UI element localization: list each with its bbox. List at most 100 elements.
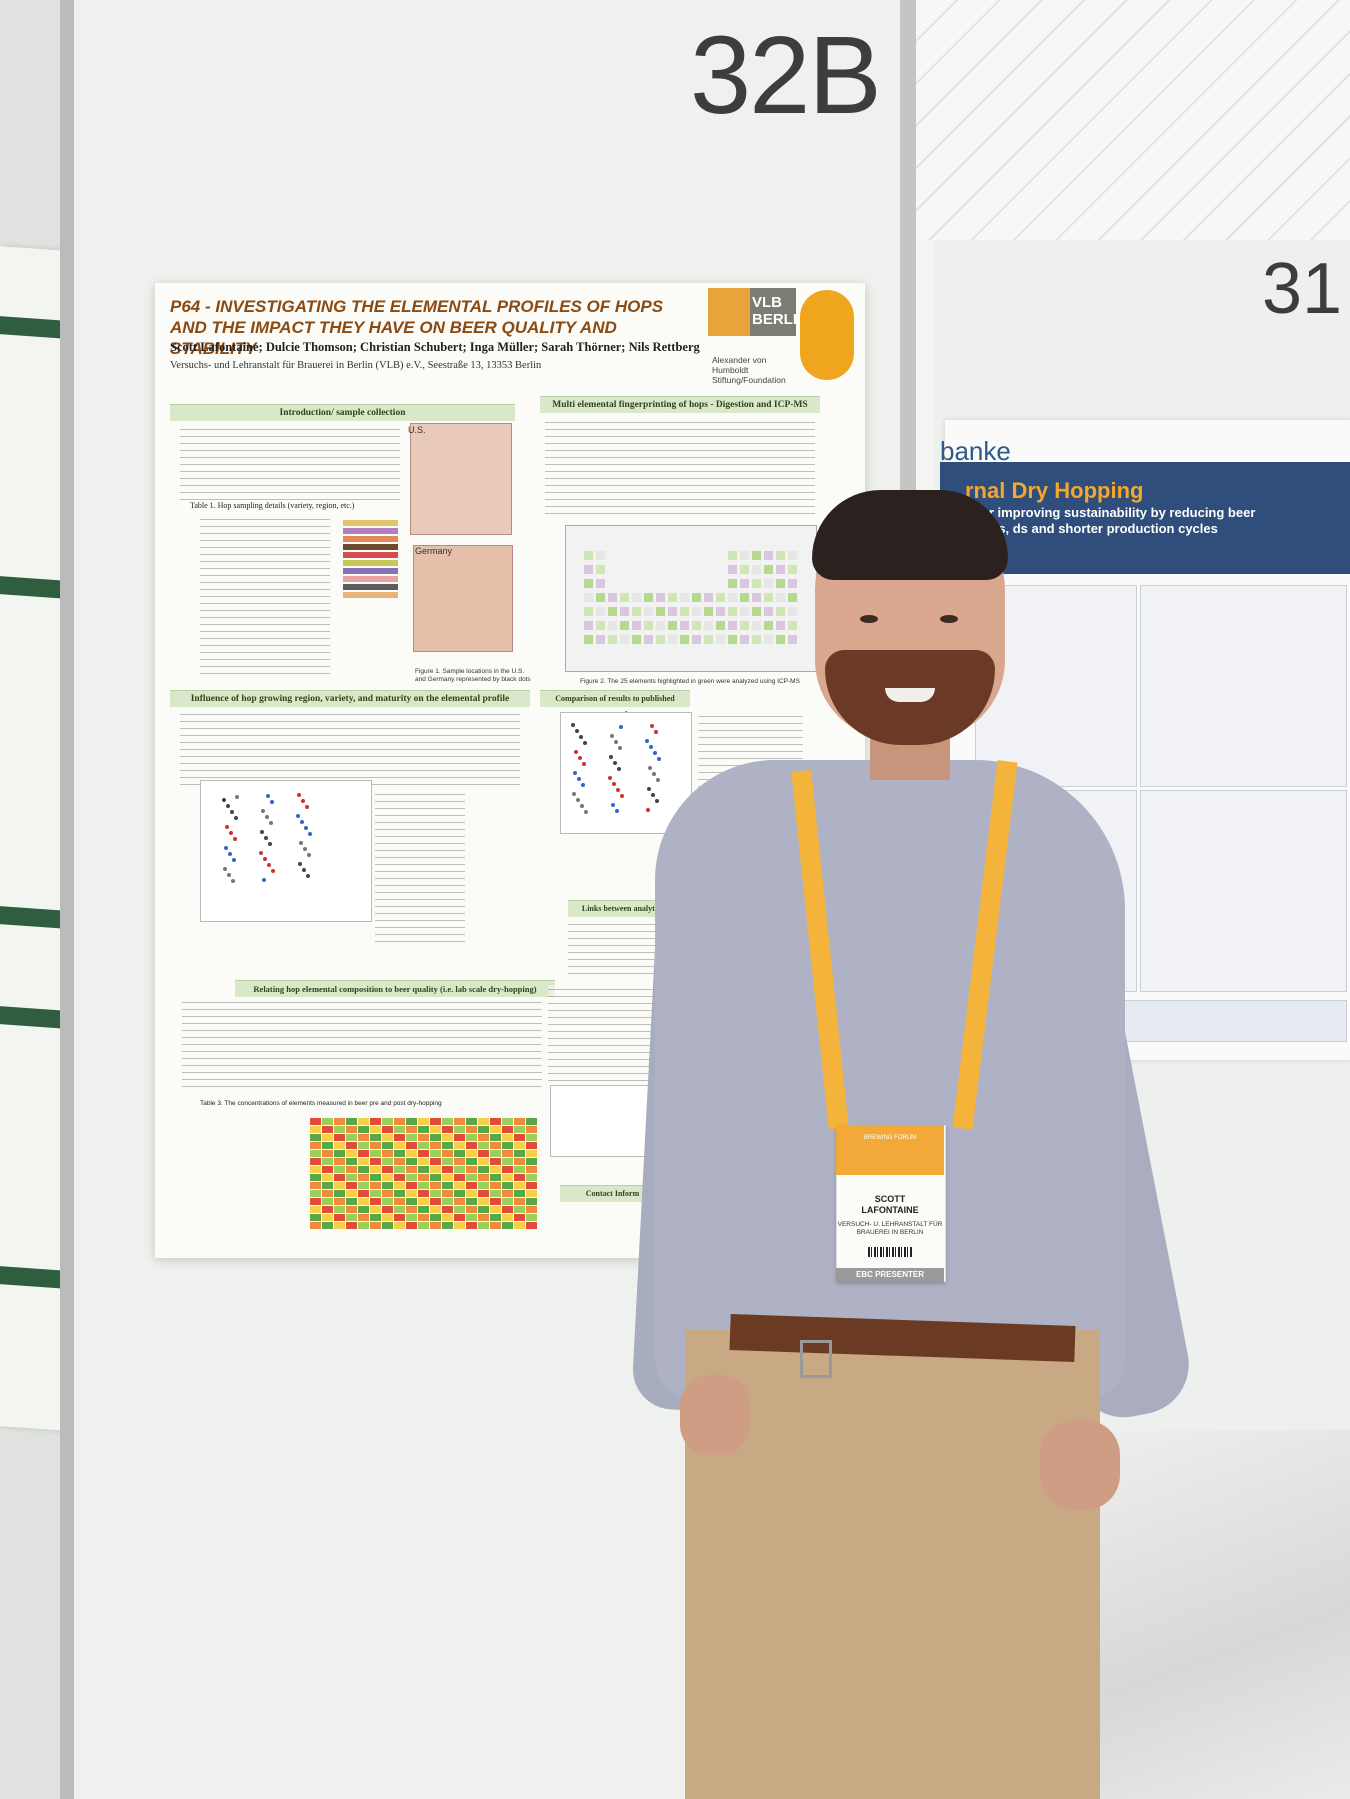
heatmap-cell xyxy=(346,1134,357,1141)
scatter-point xyxy=(225,825,229,829)
neighbor-subtitle: h for improving sustainability by reduci… xyxy=(965,505,1256,536)
heatmap-cell xyxy=(454,1158,465,1165)
poster-text xyxy=(180,710,520,785)
heatmap-cell xyxy=(514,1126,525,1133)
periodic-cell xyxy=(728,579,737,588)
periodic-cell xyxy=(596,551,605,560)
heatmap-cell xyxy=(358,1118,369,1125)
heatmap-cell xyxy=(442,1158,453,1165)
heatmap-cell xyxy=(394,1166,405,1173)
heatmap-cell xyxy=(490,1126,501,1133)
heatmap-cell xyxy=(310,1166,321,1173)
heatmap-cell xyxy=(406,1142,417,1149)
heatmap-cell xyxy=(394,1190,405,1197)
heatmap-cell xyxy=(394,1134,405,1141)
periodic-cell xyxy=(728,565,737,574)
periodic-cell xyxy=(644,635,653,644)
scatter-point xyxy=(646,808,650,812)
sponsor-text: Alexander von Humboldt Stiftung/Foundati… xyxy=(712,355,786,385)
heatmap-cell xyxy=(514,1142,525,1149)
heatmap-cell xyxy=(370,1150,381,1157)
heatmap-cell xyxy=(382,1182,393,1189)
legend-stripe xyxy=(343,536,398,542)
heatmap-cell xyxy=(346,1166,357,1173)
brewing-forum-logo xyxy=(800,290,854,380)
periodic-cell xyxy=(776,551,785,560)
heatmap-cell xyxy=(466,1214,477,1221)
heatmap-cell xyxy=(418,1158,429,1165)
scatter-point xyxy=(262,878,266,882)
scatter-point xyxy=(304,826,308,830)
map-label: Germany xyxy=(415,546,453,556)
scatter-point xyxy=(648,766,652,770)
periodic-cell xyxy=(728,551,737,560)
poster-text xyxy=(180,425,400,500)
heatmap-cell xyxy=(442,1222,453,1229)
heatmap-cell xyxy=(514,1134,525,1141)
periodic-cell xyxy=(776,607,785,616)
scatter-point xyxy=(649,745,653,749)
periodic-cell xyxy=(728,607,737,616)
periodic-cell xyxy=(644,607,653,616)
heatmap-cell xyxy=(418,1166,429,1173)
heatmap-cell xyxy=(466,1118,477,1125)
heatmap-cell xyxy=(370,1182,381,1189)
periodic-cell xyxy=(740,607,749,616)
heatmap-cell xyxy=(442,1182,453,1189)
heatmap-cell xyxy=(322,1166,333,1173)
scatter-point xyxy=(264,836,268,840)
heatmap-cell xyxy=(310,1182,321,1189)
scatter-point xyxy=(611,803,615,807)
periodic-cell xyxy=(584,607,593,616)
section-header: Contact Inform xyxy=(560,1185,665,1202)
scatter-point xyxy=(583,741,587,745)
heatmap-cell xyxy=(502,1118,513,1125)
heatmap-cell xyxy=(442,1126,453,1133)
periodic-cell xyxy=(704,635,713,644)
germany-map xyxy=(413,545,513,652)
periodic-cell xyxy=(668,607,677,616)
heatmap-cell xyxy=(334,1118,345,1125)
heatmap-cell xyxy=(442,1190,453,1197)
heatmap-cell xyxy=(490,1222,501,1229)
heatmap-cell xyxy=(526,1206,537,1213)
scatter-point xyxy=(654,730,658,734)
heatmap-cell xyxy=(334,1166,345,1173)
scatter-point xyxy=(231,879,235,883)
heatmap-cell xyxy=(502,1158,513,1165)
neighbor-panel xyxy=(1140,585,1347,787)
heatmap-cell xyxy=(418,1142,429,1149)
periodic-cell xyxy=(728,593,737,602)
periodic-cell xyxy=(704,621,713,630)
scatter-point xyxy=(655,799,659,803)
heatmap-cell xyxy=(430,1118,441,1125)
heatmap-cell xyxy=(310,1134,321,1141)
heatmap-cell xyxy=(478,1118,489,1125)
scatter-point xyxy=(270,800,274,804)
periodic-cell xyxy=(704,593,713,602)
heatmap-cell xyxy=(334,1134,345,1141)
heatmap-cell xyxy=(370,1198,381,1205)
heatmap-cell xyxy=(466,1166,477,1173)
heatmap-cell xyxy=(430,1158,441,1165)
scatter-point xyxy=(571,723,575,727)
person-hand xyxy=(1040,1420,1120,1510)
periodic-cell xyxy=(584,551,593,560)
heatmap-cell xyxy=(466,1150,477,1157)
badge-organization: VERSUCH- U. LEHRANSTALT FÜR BRAUEREI IN … xyxy=(837,1221,943,1236)
heatmap-cell xyxy=(322,1174,333,1181)
heatmap-cell xyxy=(478,1222,489,1229)
scatter-point xyxy=(261,809,265,813)
scatter-point xyxy=(302,868,306,872)
map-label: U.S. xyxy=(408,425,426,435)
periodic-cell xyxy=(692,607,701,616)
heatmap-cell xyxy=(526,1150,537,1157)
table-caption: Table 1. Hop sampling details (variety, … xyxy=(190,501,355,510)
heatmap-cell xyxy=(430,1190,441,1197)
heatmap-cell xyxy=(478,1134,489,1141)
poster-title: P64 - INVESTIGATING THE ELEMENTAL PROFIL… xyxy=(170,297,664,358)
heatmap-cell xyxy=(490,1174,501,1181)
heatmap-cell xyxy=(442,1118,453,1125)
heatmap-cell xyxy=(358,1126,369,1133)
scatter-point xyxy=(652,772,656,776)
